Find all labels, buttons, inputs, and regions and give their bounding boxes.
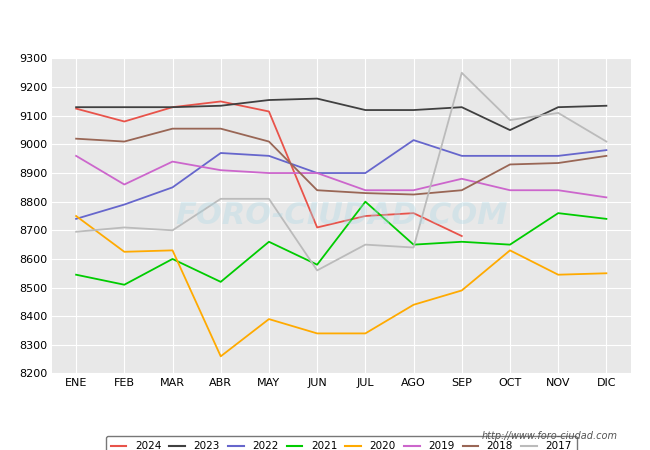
Text: Afiliados en Langreo a 31/8/2024: Afiliados en Langreo a 31/8/2024	[176, 18, 474, 36]
Text: FORO-CIUDAD.COM: FORO-CIUDAD.COM	[175, 202, 508, 230]
Legend: 2024, 2023, 2022, 2021, 2020, 2019, 2018, 2017: 2024, 2023, 2022, 2021, 2020, 2019, 2018…	[105, 436, 577, 450]
Text: http://www.foro-ciudad.com: http://www.foro-ciudad.com	[482, 431, 618, 441]
